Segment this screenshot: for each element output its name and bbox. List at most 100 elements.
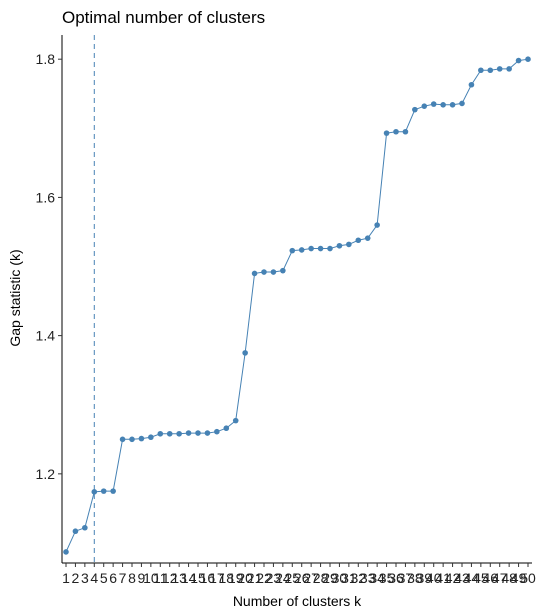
data-point <box>346 241 352 248</box>
x-tick-label: 23 <box>266 570 282 586</box>
data-point <box>383 130 390 136</box>
x-tick-label: 12 <box>162 570 178 586</box>
x-tick-label: 19 <box>228 570 244 586</box>
x-tick-label: 39 <box>416 570 432 586</box>
data-point <box>355 237 362 244</box>
x-tick-label: 47 <box>492 570 508 586</box>
data-point <box>176 430 182 437</box>
data-point <box>223 425 230 432</box>
data-point <box>506 66 512 72</box>
x-tick-label: 35 <box>379 570 395 586</box>
data-point <box>421 103 428 109</box>
data-point <box>138 435 145 442</box>
data-point <box>336 242 343 249</box>
x-tick-label: 25 <box>284 570 300 586</box>
x-tick-label: 33 <box>360 570 376 586</box>
x-tick-label: 43 <box>454 570 470 586</box>
x-tick-label: 20 <box>237 570 253 586</box>
data-point <box>110 488 116 494</box>
data-point <box>280 267 286 274</box>
data-point <box>232 417 239 424</box>
data-point <box>440 102 446 108</box>
x-tick-label: 27 <box>303 570 319 586</box>
x-tick-label: 3 <box>81 570 89 586</box>
x-tick-label: 8 <box>128 570 136 586</box>
x-tick-label: 13 <box>171 570 187 586</box>
x-tick-label: 50 <box>520 570 536 586</box>
data-point <box>468 81 475 88</box>
data-point <box>449 102 456 108</box>
chart-title: Optimal number of clusters <box>62 8 265 27</box>
x-tick-label: 29 <box>322 570 338 586</box>
data-point <box>459 100 465 107</box>
data-point <box>119 436 126 443</box>
data-point <box>374 222 380 228</box>
data-point <box>195 430 201 436</box>
x-tick-label: 24 <box>275 570 291 586</box>
x-tick-label: 38 <box>407 570 423 586</box>
y-tick-label: 1.2 <box>36 466 56 482</box>
x-axis-title: Number of clusters k <box>233 593 362 609</box>
x-tick-label: 6 <box>109 570 117 586</box>
data-point <box>496 66 503 72</box>
x-tick-label: 9 <box>138 570 146 586</box>
data-point <box>242 350 248 356</box>
data-point <box>214 428 220 435</box>
data-point <box>91 489 98 495</box>
data-point <box>364 235 371 241</box>
x-tick-label: 17 <box>209 570 225 586</box>
x-tick-label: 4 <box>90 570 98 586</box>
y-axis-title: Gap statistic (k) <box>7 249 23 346</box>
x-tick-label: 15 <box>190 570 206 586</box>
data-point <box>430 101 437 107</box>
data-point <box>72 528 79 535</box>
x-tick-label: 42 <box>445 570 461 586</box>
x-tick-label: 36 <box>388 570 404 586</box>
data-point <box>100 488 107 494</box>
x-tick-label: 2 <box>72 570 80 586</box>
data-point <box>289 247 296 254</box>
x-tick-label: 41 <box>435 570 451 586</box>
axes: 1.21.41.61.81 2 3 4 5 6 7 8 91011121314151617181… <box>36 35 536 586</box>
x-tick-label: 46 <box>482 570 498 586</box>
x-tick-label: 31 <box>341 570 357 586</box>
x-tick-label: 21 <box>247 570 263 586</box>
data-point <box>129 436 135 443</box>
x-tick-label: 11 <box>153 570 168 586</box>
x-tick-label: 34 <box>369 570 385 586</box>
x-tick-label: 22 <box>256 570 272 586</box>
x-tick-label: 49 <box>511 570 527 586</box>
x-tick-label: 5 <box>100 570 108 586</box>
data-point <box>148 434 154 441</box>
x-tick-label: 48 <box>501 570 517 586</box>
data-point <box>298 247 305 253</box>
data-point <box>412 106 418 113</box>
data-point <box>393 128 399 135</box>
data-point <box>402 128 409 135</box>
x-tick-label: 32 <box>350 570 366 586</box>
x-tick-label: 37 <box>398 570 414 586</box>
x-tick-label: 44 <box>464 570 480 586</box>
x-tick-label: 7 <box>119 570 127 586</box>
data-point <box>251 270 258 277</box>
x-tick-label: 40 <box>426 570 442 586</box>
x-tick-label: 16 <box>200 570 216 586</box>
data-point <box>82 524 88 531</box>
plot-marks <box>63 35 531 563</box>
y-tick-label: 1.4 <box>36 328 56 344</box>
data-point <box>261 269 267 275</box>
x-tick-label: 18 <box>218 570 234 586</box>
data-point <box>525 56 531 62</box>
x-tick-label: 28 <box>313 570 329 586</box>
data-point <box>63 549 69 555</box>
x-tick-label: 45 <box>473 570 489 586</box>
data-point <box>270 269 277 275</box>
data-point <box>478 67 484 74</box>
data-point <box>308 245 314 252</box>
data-point <box>327 245 333 252</box>
y-tick-label: 1.8 <box>36 51 56 67</box>
series-line <box>65 58 529 553</box>
data-point <box>487 67 494 74</box>
data-point <box>317 245 324 252</box>
